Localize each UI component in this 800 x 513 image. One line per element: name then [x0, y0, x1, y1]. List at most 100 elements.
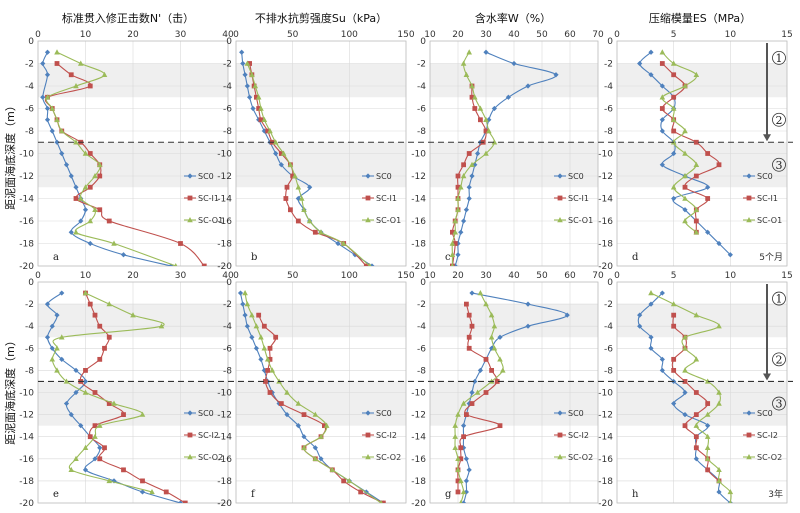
y-tick-label: -2 [604, 60, 613, 70]
data-point-sc-i2 [693, 445, 699, 451]
data-point-sc0 [82, 467, 89, 473]
data-point-sc0 [49, 128, 55, 134]
y-tick-label: -14 [411, 433, 426, 443]
data-point-sc0 [78, 423, 84, 429]
data-point-sc0 [40, 60, 46, 67]
legend-sc-i2: SC-I2 [198, 431, 219, 440]
y-tick-label: -16 [411, 455, 426, 465]
data-point-sc-i2 [693, 434, 699, 440]
data-point-sc-o2 [149, 488, 155, 495]
data-point-sc-i2 [380, 500, 386, 503]
data-point-sc-o1 [82, 150, 89, 156]
x-tick-label: 150 [397, 271, 414, 281]
data-point-sc-o2 [301, 444, 307, 450]
data-point-sc-o1 [249, 71, 255, 77]
data-point-sc-i2 [278, 401, 284, 406]
data-point-sc-i2 [466, 334, 472, 340]
data-point-sc-i2 [261, 323, 267, 329]
data-point-sc-o1 [318, 229, 324, 235]
data-point-sc0 [301, 434, 307, 440]
y-tick-label: -10 [19, 389, 34, 399]
data-point-sc0 [682, 389, 688, 396]
layer-label-3: 3 [776, 398, 783, 411]
data-point-sc-i2 [121, 467, 126, 473]
data-point-sc-i1 [256, 106, 262, 111]
data-point-sc-o1 [693, 206, 700, 212]
data-point-sc0 [139, 489, 146, 495]
data-point-sc-o1 [682, 173, 688, 179]
data-point-sc0 [525, 301, 531, 307]
data-point-sc-o2 [242, 290, 248, 296]
data-point-sc-o1 [472, 94, 478, 100]
data-point-sc0 [177, 500, 184, 503]
data-point-sc-o1 [292, 173, 298, 179]
series-line-sc-i1 [661, 63, 720, 233]
data-point-sc-o1 [298, 195, 305, 201]
data-point-sc0 [273, 150, 279, 157]
data-point-sc0 [475, 150, 481, 157]
data-point-sc0 [497, 334, 503, 340]
data-point-sc-o1 [469, 83, 475, 89]
layer-circle [772, 352, 786, 367]
y-tick-label: 0 [607, 278, 613, 288]
data-point-sc-o2 [682, 334, 688, 340]
series-group [40, 49, 207, 266]
data-point-sc-o2 [648, 290, 654, 296]
y-axis-label-bottom: 距泥面海底深度（m） [3, 335, 17, 445]
data-point-sc-i2 [466, 312, 472, 318]
data-point-sc-i1 [469, 94, 475, 100]
legend-marker [557, 217, 563, 223]
legend-marker [187, 217, 193, 223]
y-axis-label-top: 距泥面海底深度（m） [3, 100, 17, 210]
data-point-sc-i1 [68, 72, 74, 78]
data-point-sc-i1 [671, 128, 677, 134]
series-group [44, 290, 188, 503]
y-tick-label: -8 [223, 366, 232, 376]
data-point-sc-i2 [97, 323, 103, 329]
data-point-sc-o1 [295, 184, 302, 190]
data-point-sc-i1 [201, 263, 207, 266]
data-point-sc0 [466, 195, 472, 202]
data-point-sc-i2 [97, 356, 103, 362]
data-point-sc-i2 [106, 401, 112, 406]
x-tick-label: 10 [725, 271, 737, 281]
data-point-sc-i1 [705, 151, 711, 156]
data-point-sc-o2 [346, 477, 353, 484]
y-tick-label: -4 [223, 322, 232, 332]
data-point-sc-o2 [54, 367, 60, 373]
data-point-sc-i1 [178, 241, 183, 246]
plot-frame [429, 40, 599, 267]
legend-marker [187, 195, 193, 201]
data-point-sc0 [68, 229, 74, 235]
data-point-sc-o2 [488, 334, 495, 340]
data-point-sc0 [244, 83, 250, 89]
legend-marker [557, 173, 563, 179]
data-point-sc0 [716, 489, 722, 495]
layer-circle [772, 157, 786, 172]
legend-sc-o1: SC-O1 [198, 216, 223, 225]
data-point-sc-o1 [49, 105, 56, 111]
x-tick-label: 40 [508, 30, 520, 40]
data-point-sc-o1 [450, 263, 455, 266]
plot-frame [235, 281, 407, 504]
data-point-sc0 [44, 105, 51, 112]
shaded-band-2 [617, 142, 787, 188]
data-point-sc-i2 [301, 412, 307, 417]
data-point-sc-o1 [682, 195, 688, 201]
data-point-sc-o2 [49, 356, 56, 362]
data-point-sc0 [682, 412, 688, 418]
data-point-sc-o1 [58, 128, 65, 134]
y-tick-label: 0 [226, 278, 232, 288]
data-point-sc-i2 [182, 500, 188, 503]
data-point-sc0 [648, 334, 654, 340]
data-point-sc-i2 [273, 334, 279, 340]
data-point-sc-i2 [469, 323, 475, 329]
data-point-sc0 [463, 456, 469, 462]
legend-marker [365, 195, 371, 201]
data-point-sc-o2 [682, 367, 688, 373]
panel-g: 10 20 30 40 50 60 70 0 -2 -4 -6 -8 -10 -12 -14 -16 -18 -2… [411, 271, 604, 509]
data-point-sc0 [68, 173, 74, 179]
data-point-sc-o2 [458, 477, 464, 484]
series-line-sc-i2 [671, 315, 720, 482]
y-tick-label: -20 [411, 262, 426, 272]
